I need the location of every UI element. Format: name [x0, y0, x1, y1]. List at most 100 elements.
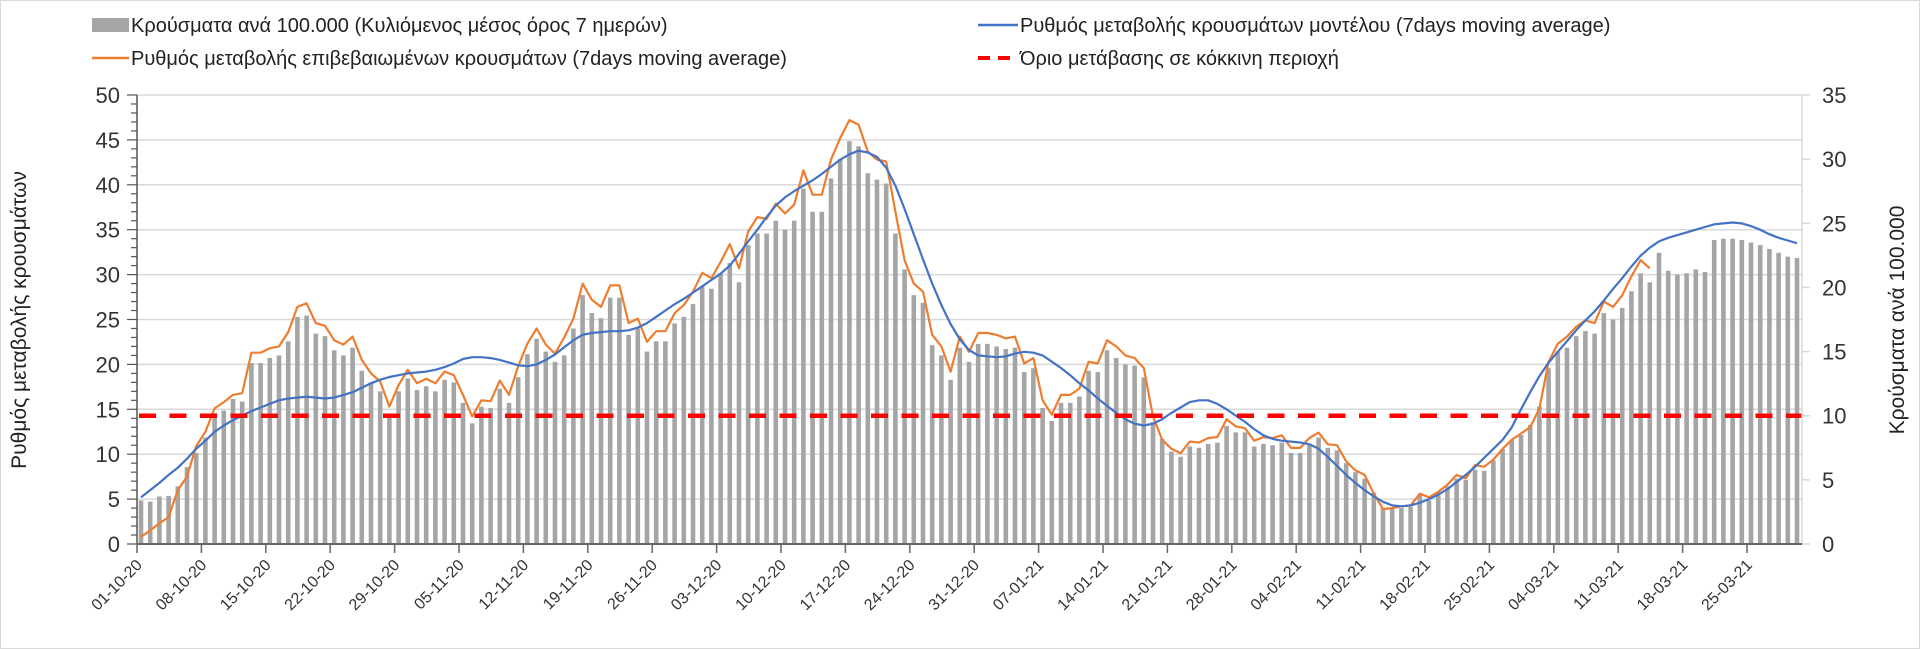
bar-cases-per-100k: [285, 341, 291, 544]
bar-cases-per-100k: [479, 406, 484, 544]
bar-cases-per-100k: [1040, 408, 1045, 544]
bar-cases-per-100k: [497, 388, 503, 544]
bar-cases-per-100k: [791, 220, 797, 544]
bar-cases-per-100k: [1573, 336, 1579, 544]
bar-cases-per-100k: [617, 297, 622, 544]
bar-cases-per-100k: [883, 183, 889, 544]
bar-cases-per-100k: [994, 346, 999, 544]
x-tick-label: 18-03-21: [1634, 557, 1691, 614]
bar-cases-per-100k: [911, 295, 917, 544]
bar-cases-per-100k: [966, 361, 972, 544]
x-tick-label: 01-10-20: [89, 557, 146, 614]
x-tick-label: 28-01-21: [1183, 557, 1240, 614]
x-tick-label: 29-10-20: [346, 557, 403, 614]
bar-cases-per-100k: [1159, 438, 1165, 544]
bar-cases-per-100k: [543, 351, 549, 544]
bar-cases-per-100k: [552, 361, 558, 544]
bar-cases-per-100k: [322, 336, 328, 544]
bar-cases-per-100k: [773, 220, 779, 544]
bar-cases-per-100k: [387, 416, 392, 544]
bar-cases-per-100k: [203, 437, 208, 544]
x-tick-label: 26-11-20: [605, 557, 662, 614]
bar-cases-per-100k: [745, 245, 751, 544]
bar-cases-per-100k: [847, 141, 852, 544]
legend-label-model-rate: Ρυθμός μεταβολής κρουσμάτων μοντέλου (7d…: [1020, 15, 1610, 37]
bar-cases-per-100k: [396, 391, 401, 544]
bar-cases-per-100k: [1187, 446, 1193, 544]
legend-swatch-bars: [92, 18, 129, 32]
left-tick-label: 5: [108, 487, 120, 512]
bar-cases-per-100k: [433, 391, 438, 544]
bar-cases-per-100k: [1601, 313, 1607, 544]
x-tick-label: 11-03-21: [1571, 557, 1628, 614]
bar-cases-per-100k: [893, 233, 898, 544]
bar-cases-per-100k: [276, 355, 282, 544]
bar-cases-per-100k: [672, 323, 677, 544]
bar-cases-per-100k: [1509, 440, 1515, 544]
left-axis-title: Ρυθμός μεταβολής κρουσμάτων: [8, 171, 31, 469]
bar-cases-per-100k: [607, 297, 613, 544]
bar-cases-per-100k: [810, 211, 815, 545]
bar-cases-per-100k: [1693, 269, 1699, 544]
right-tick-label: 35: [1822, 83, 1846, 108]
bar-cases-per-100k: [819, 211, 825, 545]
bar-cases-per-100k: [1785, 256, 1791, 544]
bar-cases-per-100k: [1150, 422, 1156, 544]
bar-cases-per-100k: [221, 410, 227, 544]
bar-cases-per-100k: [451, 382, 457, 544]
bar-cases-per-100k: [341, 355, 346, 544]
bar-cases-per-100k: [561, 355, 567, 544]
bar-cases-per-100k: [1141, 377, 1147, 544]
bar-cases-per-100k: [1481, 470, 1487, 544]
bar-cases-per-100k: [1417, 495, 1423, 544]
x-tick-label: 05-11-20: [411, 557, 468, 614]
bar-cases-per-100k: [1656, 252, 1662, 544]
bar-cases-per-100k: [175, 486, 181, 544]
bar-cases-per-100k: [1067, 402, 1073, 544]
bar-cases-per-100k: [267, 357, 273, 544]
bar-cases-per-100k: [1233, 432, 1239, 544]
bar-cases-per-100k: [331, 350, 337, 544]
bar-cases-per-100k: [1058, 402, 1064, 544]
bar-cases-per-100k: [902, 269, 907, 544]
bar-cases-per-100k: [1132, 365, 1137, 544]
x-tick-label: 08-10-20: [153, 557, 210, 614]
bar-cases-per-100k: [1583, 331, 1588, 544]
x-tick-label: 12-11-20: [476, 557, 533, 614]
bar-cases-per-100k: [1619, 307, 1625, 544]
bar-cases-per-100k: [1343, 463, 1349, 544]
bar-cases-per-100k: [1279, 442, 1285, 544]
bar-cases-per-100k: [1675, 274, 1680, 544]
left-tick-label: 15: [96, 397, 120, 422]
legend-label-threshold: Όριο μετάβασης σε κόκκινη περιοχή: [1019, 48, 1339, 70]
bar-cases-per-100k: [1408, 506, 1413, 544]
right-axis-title: Κρούσματα ανά 100.000: [1886, 206, 1909, 435]
bar-cases-per-100k: [856, 146, 861, 545]
bar-cases-per-100k: [534, 338, 539, 544]
bar-cases-per-100k: [230, 399, 236, 544]
bar-cases-per-100k: [442, 379, 447, 544]
x-tick-label: 19-11-20: [540, 557, 597, 614]
left-tick-label: 30: [96, 263, 120, 288]
bar-cases-per-100k: [957, 347, 963, 544]
left-tick-label: 45: [96, 128, 120, 153]
bar-cases-per-100k: [1767, 248, 1772, 544]
bar-cases-per-100k: [157, 496, 162, 544]
bar-cases-per-100k: [212, 413, 217, 544]
bar-cases-per-100k: [193, 452, 199, 544]
x-tick-label: 31-12-20: [926, 557, 983, 614]
bar-cases-per-100k: [138, 500, 144, 544]
bar-cases-per-100k: [948, 379, 953, 544]
bar-cases-per-100k: [580, 295, 585, 544]
bar-cases-per-100k: [1702, 272, 1708, 544]
bar-cases-per-100k: [837, 159, 843, 544]
x-tick-label: 04-02-21: [1248, 557, 1305, 614]
bar-cases-per-100k: [782, 229, 788, 544]
bar-cases-per-100k: [249, 363, 254, 544]
bar-cases-per-100k: [488, 408, 493, 544]
bar-cases-per-100k: [1500, 449, 1505, 544]
bar-cases-per-100k: [147, 501, 153, 544]
bar-cases-per-100k: [1261, 443, 1266, 544]
bar-cases-per-100k: [929, 345, 935, 544]
right-tick-label: 15: [1822, 340, 1846, 365]
